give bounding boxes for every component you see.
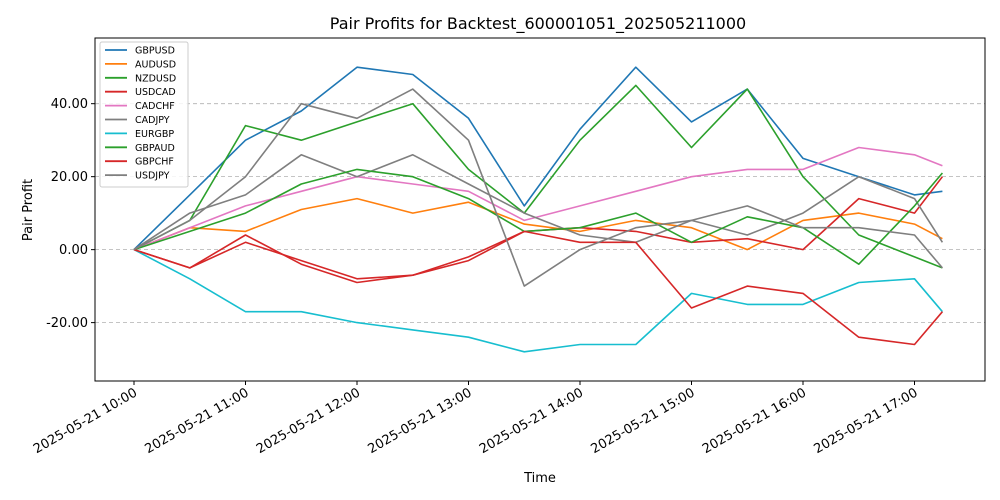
series-line-usdjpy [133, 88, 944, 287]
legend-label: GBPUSD [135, 46, 175, 57]
legend-label: CADCHF [135, 101, 175, 112]
legend-label: GBPCHF [135, 157, 174, 168]
series-line-gbpusd [133, 66, 943, 251]
x-tick-label: 2025-05-21 12:00 [254, 385, 363, 457]
y-tick-label: 20.00 [51, 170, 88, 185]
x-tick-label: 2025-05-21 14:00 [477, 385, 586, 457]
grid-lines [95, 103, 985, 324]
x-axis-label: Time [523, 471, 556, 486]
series-line-nzdusd [133, 84, 943, 269]
series-layer [133, 66, 944, 353]
y-axis: -20.00 0.00 20.00 40.00 [46, 97, 95, 331]
y-tick-label: 40.00 [51, 97, 88, 112]
series-line-cadjpy [133, 154, 944, 251]
legend-label: CADJPY [135, 115, 170, 126]
series-line-audusd [133, 197, 943, 251]
legend-label: USDCAD [135, 87, 176, 98]
y-tick-label: 0.00 [59, 243, 88, 258]
y-axis-label: Pair Profit [21, 179, 36, 241]
x-tick-label: 2025-05-21 13:00 [366, 385, 475, 457]
legend-label: USDJPY [135, 171, 170, 182]
x-tick-label: 2025-05-21 10:00 [31, 385, 140, 457]
legend-label: AUDUSD [135, 59, 176, 70]
x-tick-label: 2025-05-21 11:00 [143, 385, 252, 457]
legend: GBPUSD AUDUSD NZDUSD USDCAD CADCHF CADJPY EURG… [99, 41, 189, 188]
y-tick-label: -20.00 [46, 316, 88, 331]
x-tick-label: 2025-05-21 16:00 [700, 385, 809, 457]
legend-label: EURGBP [135, 129, 174, 140]
chart-title: Pair Profits for Backtest_600001051_2025… [330, 14, 746, 34]
x-axis: 2025-05-21 10:00 2025-05-21 11:00 2025-05-… [31, 381, 921, 457]
x-tick-label: 2025-05-21 15:00 [589, 385, 698, 457]
legend-label: GBPAUD [135, 143, 175, 154]
series-line-gbpaud [133, 168, 944, 266]
legend-label: NZDUSD [135, 73, 176, 84]
series-line-gbpchf [133, 230, 944, 346]
x-tick-label: 2025-05-21 17:00 [812, 385, 921, 457]
plot-frame [94, 37, 986, 382]
series-line-eurgbp [133, 248, 944, 353]
